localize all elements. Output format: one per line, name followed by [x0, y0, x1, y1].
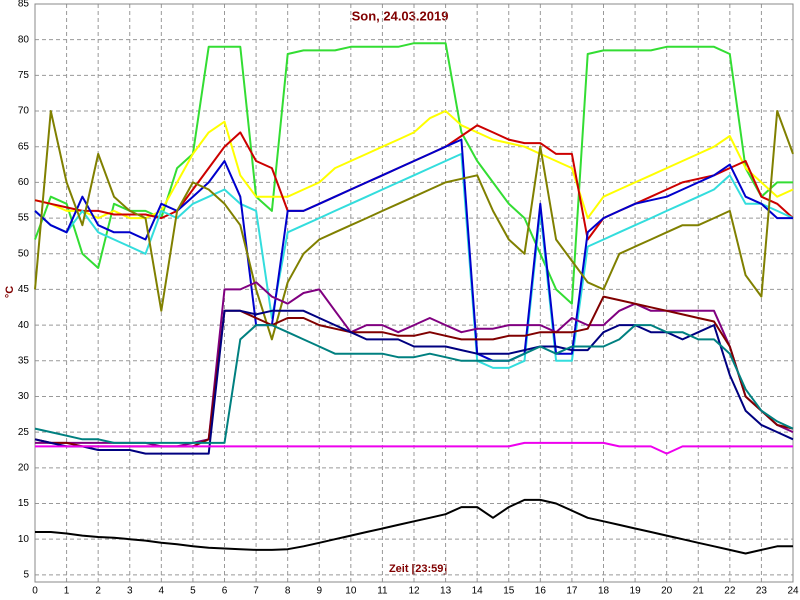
- x-tick-label: 6: [222, 586, 228, 597]
- x-tick-label: 17: [566, 586, 578, 597]
- series-line: [35, 498, 793, 555]
- y-tick-label: 70: [18, 106, 30, 117]
- y-tick-label: 45: [18, 284, 30, 295]
- y-axis-label: °C: [4, 286, 16, 298]
- x-tick-label: 22: [724, 586, 736, 597]
- y-tick-label: 15: [18, 498, 30, 509]
- x-tick-label: 12: [408, 586, 420, 597]
- x-tick-label: 9: [316, 586, 322, 597]
- y-tick-label: 85: [18, 0, 30, 10]
- chart-title: Son, 24.03.2019: [352, 8, 449, 23]
- x-axis-label: Zeit [23:59]: [389, 563, 447, 575]
- plot-border: [34, 3, 794, 583]
- x-tick-label: 19: [630, 586, 642, 597]
- y-tick-label: 10: [18, 534, 30, 545]
- series-line: [34, 138, 793, 362]
- x-tick-label: 24: [787, 586, 799, 597]
- x-tick-label: 7: [253, 586, 259, 597]
- series-line: [35, 441, 793, 455]
- y-tick-label: 80: [18, 34, 30, 45]
- y-tick-label: 30: [18, 391, 30, 402]
- x-tick-label: 18: [598, 586, 610, 597]
- x-tick-label: 14: [472, 586, 484, 597]
- y-tick-label: 75: [18, 70, 30, 81]
- y-tick-label: 5: [23, 570, 29, 581]
- x-tick-label: 8: [285, 586, 291, 597]
- series-line: [34, 110, 794, 341]
- x-tick-label: 0: [32, 586, 38, 597]
- y-tick-label: 50: [18, 248, 30, 259]
- y-tick-label: 35: [18, 355, 30, 366]
- y-tick-label: 20: [18, 462, 30, 473]
- series-line: [34, 152, 794, 369]
- x-tick-label: 13: [440, 586, 452, 597]
- x-tick-label: 21: [693, 586, 705, 597]
- y-tick-label: 25: [18, 427, 30, 438]
- x-tick-label: 15: [503, 586, 515, 597]
- x-tick-label: 10: [345, 586, 357, 597]
- x-tick-label: 11: [377, 586, 388, 597]
- x-tick-label: 16: [535, 586, 547, 597]
- x-tick-label: 2: [95, 586, 101, 597]
- x-tick-label: 3: [127, 586, 133, 597]
- series-line: [34, 324, 794, 444]
- x-tick-label: 1: [64, 586, 70, 597]
- y-tick-label: 40: [18, 320, 30, 331]
- y-tick-label: 55: [18, 213, 30, 224]
- x-tick-label: 5: [190, 586, 196, 597]
- x-tick-label: 4: [159, 586, 165, 597]
- y-tick-label: 65: [18, 141, 30, 152]
- x-tick-label: 20: [661, 586, 673, 597]
- y-tick-label: 60: [18, 177, 30, 188]
- x-tick-label: 23: [756, 586, 768, 597]
